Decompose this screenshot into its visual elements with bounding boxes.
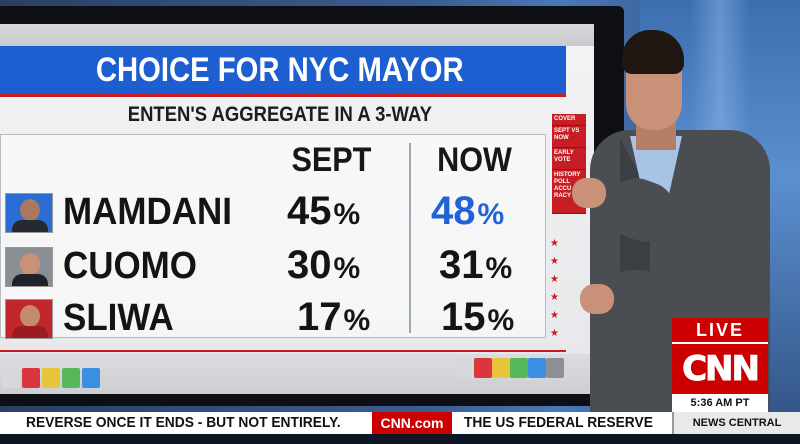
candidate-row[interactable]: CUOMO 30% 31% — [1, 241, 547, 293]
color-swatch[interactable] — [474, 358, 492, 378]
sept-value: 17% — [297, 295, 370, 340]
color-swatch[interactable] — [456, 358, 474, 378]
avatar-body — [12, 274, 48, 286]
broadcast-time: 5:36 AM PT — [672, 394, 768, 412]
star-icon: ★ — [550, 328, 559, 339]
candidate-row[interactable]: SLIWA 17% 15% — [1, 293, 547, 345]
star-icon: ★ — [550, 274, 559, 285]
now-number: 31 — [439, 243, 484, 287]
sept-value: 30% — [287, 243, 360, 288]
column-header-now: NOW — [437, 141, 512, 179]
graphic-title: CHOICE FOR NYC MAYOR — [96, 50, 464, 89]
color-swatch[interactable] — [546, 358, 564, 378]
sept-number: 45 — [287, 189, 332, 233]
screen-top-strip — [0, 24, 594, 46]
percent-sign: % — [333, 252, 361, 285]
percent-sign: % — [485, 252, 513, 285]
nav-sept-vs-now[interactable]: SEPT VS NOW — [552, 126, 586, 148]
title-bar: CHOICE FOR NYC MAYOR — [0, 46, 566, 94]
now-value: 31% — [439, 243, 512, 288]
sept-value: 45% — [287, 189, 360, 234]
candidate-photo — [5, 299, 53, 339]
nav-early-vote[interactable]: EARLY VOTE — [552, 148, 586, 170]
results-table: SEPT NOW MAMDANI 45% 48% CUOMO 30% 3 — [0, 134, 547, 339]
now-value: 15% — [441, 295, 514, 340]
candidate-photo — [5, 193, 53, 233]
percent-sign: % — [477, 198, 505, 231]
cnn-logo-text: CNN — [682, 349, 761, 390]
color-swatch[interactable] — [42, 368, 60, 388]
star-icon: ★ — [550, 292, 559, 303]
color-swatch[interactable] — [2, 368, 20, 388]
avatar-head — [20, 253, 40, 275]
ticker-brand: CNN.com — [372, 412, 452, 434]
graphic-screen: CHOICE FOR NYC MAYOR ENTEN'S AGGREGATE I… — [0, 24, 594, 394]
candidate-photo — [5, 247, 53, 287]
color-swatch[interactable] — [62, 368, 80, 388]
sept-number: 17 — [297, 295, 342, 339]
column-header-sept: SEPT — [291, 141, 372, 179]
presenter-hand — [580, 284, 614, 314]
color-swatch[interactable] — [22, 368, 40, 388]
color-swatch[interactable] — [528, 358, 546, 378]
candidate-name: MAMDANI — [63, 191, 232, 233]
presenter-hand — [572, 178, 606, 208]
avatar-body — [12, 326, 48, 338]
star-column: ★ ★ ★ ★ ★ ★ — [550, 238, 564, 348]
color-swatch[interactable] — [492, 358, 510, 378]
side-navigation: COVER SEPT VS NOW EARLY VOTE HISTORY POL… — [552, 114, 586, 234]
avatar-body — [12, 220, 48, 232]
avatar-head — [20, 305, 40, 327]
candidate-row[interactable]: MAMDANI 45% 48% — [1, 187, 547, 239]
candidate-name: SLIWA — [63, 297, 174, 339]
graphic-subtitle: ENTEN'S AGGREGATE IN A 3-WAY — [127, 103, 433, 126]
presenter-hair — [622, 30, 684, 74]
candidate-name: CUOMO — [63, 245, 198, 287]
live-badge: LIVE — [672, 318, 768, 342]
now-number: 48 — [431, 189, 476, 233]
percent-sign: % — [487, 304, 515, 337]
sept-number: 30 — [287, 243, 332, 287]
nav-cover[interactable]: COVER — [552, 114, 586, 126]
ticker-text-left: REVERSE ONCE IT ENDS - BUT NOT ENTIRELY. — [26, 414, 341, 431]
now-value: 48% — [431, 189, 504, 234]
presenter-arm — [606, 270, 666, 322]
percent-sign: % — [333, 198, 361, 231]
color-swatch[interactable] — [82, 368, 100, 388]
now-number: 15 — [441, 295, 486, 339]
percent-sign: % — [343, 304, 371, 337]
ticker-text-right: THE US FEDERAL RESERVE — [464, 414, 653, 431]
title-divider — [0, 94, 566, 97]
subtitle-row: ENTEN'S AGGREGATE IN A 3-WAY — [0, 100, 566, 130]
screen-bottom-band — [0, 354, 594, 394]
column-divider — [409, 143, 411, 333]
star-icon: ★ — [550, 310, 559, 321]
bottom-edge — [0, 434, 800, 444]
table-bottom-line — [0, 350, 566, 352]
show-name: NEWS CENTRAL — [672, 412, 800, 434]
color-swatch[interactable] — [510, 358, 528, 378]
avatar-head — [20, 199, 40, 221]
star-icon: ★ — [550, 256, 559, 267]
star-icon: ★ — [550, 238, 559, 249]
touchscreen-monitor: CHOICE FOR NYC MAYOR ENTEN'S AGGREGATE I… — [0, 6, 624, 406]
cnn-logo: CNN — [672, 342, 768, 394]
